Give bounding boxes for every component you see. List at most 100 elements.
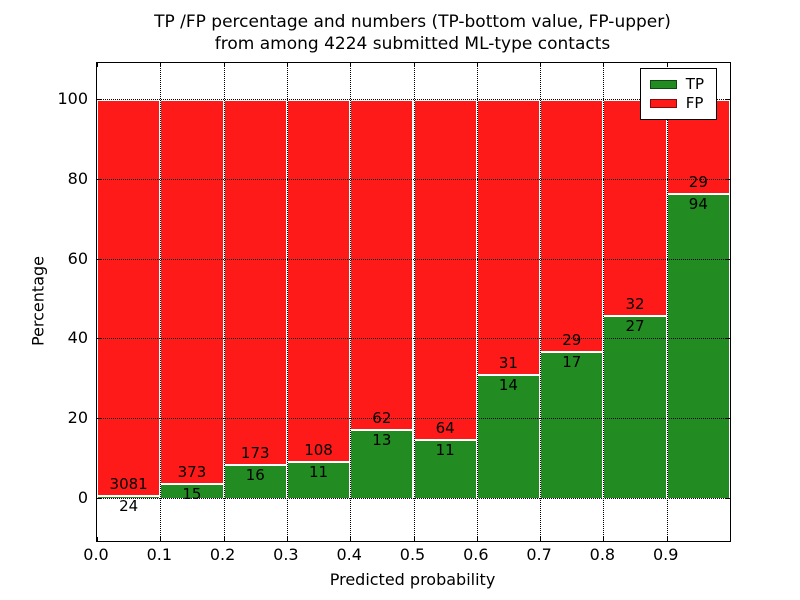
legend-item-tp: TP	[649, 75, 704, 94]
fp-count-label-0.4: 62	[372, 408, 392, 427]
fp-count-label-0.9: 29	[688, 173, 708, 192]
bar-segment-tp-0.5	[413, 440, 477, 499]
fp-count-label-0.3: 108	[304, 441, 333, 460]
x-tick-label-0.6: 0.6	[463, 545, 489, 564]
bar-segment-fp-0.0	[97, 100, 161, 496]
gridline-x-0.4	[350, 63, 352, 541]
bar-segment-fp-0.5	[413, 100, 477, 441]
chart-title: TP /FP percentage and numbers (TP-bottom…	[96, 11, 729, 55]
x-tick-label-0.8: 0.8	[589, 545, 616, 564]
x-tick-label-0.4: 0.4	[336, 545, 362, 564]
bar-segment-fp-0.8	[603, 100, 667, 317]
y-tick-left-0	[97, 498, 101, 499]
tp-count-label-0.6: 14	[498, 375, 518, 394]
x-tick-top-0.3	[286, 63, 288, 67]
chart-title-line1: TP /FP percentage and numbers (TP-bottom…	[154, 12, 671, 32]
x-tick-top-0.1	[160, 63, 162, 67]
y-axis-label: Percentage	[28, 255, 48, 347]
y-tick-right-80	[726, 178, 730, 180]
x-tick-bottom-0.5	[413, 537, 415, 541]
fp-count-label-0.6: 31	[498, 353, 518, 372]
gridline-x-0.2	[223, 63, 225, 541]
gridline-x-0.9	[666, 63, 668, 541]
x-tick-top-0.8	[603, 63, 605, 67]
x-tick-bottom-0.1	[160, 537, 162, 541]
legend-item-fp: FP	[649, 94, 704, 113]
tp-count-label-0.0: 24	[119, 496, 139, 515]
gridline-x-0.1	[160, 63, 162, 541]
gridline-y-80	[97, 178, 730, 180]
x-tick-label-0.2: 0.2	[209, 545, 236, 564]
fp-count-label-0.1: 373	[177, 462, 207, 481]
x-tick-label-0.5: 0.5	[399, 545, 426, 564]
fp-count-label-0.5: 64	[435, 419, 455, 438]
x-tick-bottom-0.6	[476, 537, 478, 541]
y-tick-left-60	[97, 258, 101, 260]
gridline-x-0.6	[476, 63, 478, 541]
x-tick-top-0.4	[350, 63, 352, 67]
legend-swatch-fp-icon	[649, 99, 677, 108]
y-tick-right-0	[726, 498, 730, 499]
chart-title-line2: from among 4224 submitted ML-type contac…	[214, 34, 611, 54]
legend-label-tp: TP	[685, 75, 704, 93]
fp-count-label-0.8: 32	[625, 295, 645, 314]
bar-segment-tp-0.7	[540, 351, 604, 499]
fp-count-label-0.7: 29	[562, 330, 582, 349]
bar-segment-fp-0.3	[286, 100, 351, 463]
y-tick-label-0: 0	[77, 488, 88, 507]
x-tick-top-0.9	[666, 63, 668, 67]
bar-segment-tp-0.9	[666, 194, 730, 499]
gridline-y-20	[97, 418, 730, 420]
y-tick-label-20: 20	[67, 408, 88, 428]
x-tick-bottom-0.3	[286, 537, 288, 541]
fp-count-label-0.0: 3081	[109, 474, 148, 493]
x-tick-bottom-0.0	[97, 537, 98, 541]
y-tick-label-40: 40	[67, 328, 88, 348]
x-tick-top-0.7	[540, 63, 542, 67]
x-tick-label-0.1: 0.1	[146, 545, 173, 564]
tp-count-label-0.3: 11	[308, 463, 329, 482]
tp-count-label-0.4: 13	[372, 430, 392, 449]
x-tick-label-0.0: 0.0	[83, 545, 109, 564]
y-tick-left-20	[97, 418, 101, 420]
gridline-x-0.7	[540, 63, 542, 541]
gridline-y-0	[97, 498, 730, 499]
x-tick-bottom-0.8	[603, 537, 605, 541]
legend-label-fp: FP	[685, 94, 704, 112]
tp-count-label-0.7: 17	[562, 352, 582, 371]
x-tick-bottom-0.2	[223, 537, 225, 541]
tp-count-label-0.9: 94	[688, 195, 708, 214]
x-tick-label-0.9: 0.9	[652, 545, 679, 564]
y-tick-left-80	[97, 178, 101, 180]
y-tick-right-20	[726, 418, 730, 420]
x-tick-label-0.3: 0.3	[273, 545, 299, 564]
bar-segment-fp-0.2	[223, 100, 287, 466]
bar-segment-fp-0.1	[160, 100, 224, 484]
y-tick-left-40	[97, 338, 101, 340]
x-tick-top-0.0	[97, 63, 98, 67]
x-tick-top-0.5	[413, 63, 415, 67]
legend-swatch-tp-icon	[649, 80, 677, 89]
y-tick-right-100	[726, 99, 730, 100]
tp-count-label-0.2: 16	[245, 466, 265, 485]
x-tick-top-0.6	[476, 63, 478, 67]
x-axis-label: Predicted probability	[329, 570, 496, 589]
y-tick-left-100	[97, 99, 101, 100]
x-tick-bottom-0.7	[540, 537, 542, 541]
tp-count-label-0.5: 11	[435, 441, 455, 460]
y-tick-right-60	[726, 258, 730, 260]
bar-segment-fp-0.6	[476, 100, 541, 375]
x-tick-label-0.7: 0.7	[526, 545, 552, 564]
gridline-y-60	[97, 258, 730, 260]
y-tick-label-100: 100	[57, 89, 88, 108]
bar-segment-tp-0.8	[603, 316, 667, 499]
x-tick-bottom-0.4	[350, 537, 352, 541]
x-tick-top-0.2	[223, 63, 225, 67]
bar-segment-fp-0.4	[350, 100, 414, 430]
gridline-y-40	[97, 338, 730, 340]
legend: TP FP	[639, 68, 717, 120]
fp-count-label-0.2: 173	[240, 444, 270, 463]
y-tick-label-80: 80	[67, 168, 88, 188]
y-tick-right-40	[726, 338, 730, 340]
